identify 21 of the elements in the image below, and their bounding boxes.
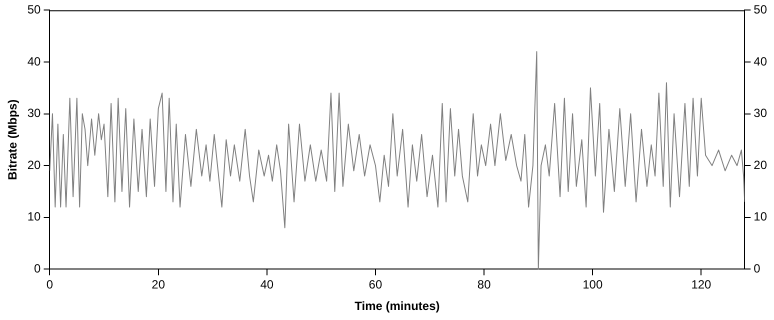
x-tick-label: 120 bbox=[691, 278, 712, 292]
x-tick-label: 80 bbox=[477, 278, 492, 292]
y2-tick-label: 40 bbox=[754, 54, 768, 68]
y-tick-label: 20 bbox=[27, 158, 42, 172]
y2-tick-label: 30 bbox=[754, 106, 768, 120]
x-tick-label: 20 bbox=[152, 278, 166, 292]
x-tick-label: 60 bbox=[368, 278, 382, 292]
x-tick-label: 40 bbox=[260, 278, 274, 292]
y-tick-label: 50 bbox=[27, 2, 42, 17]
y-tick-label: 30 bbox=[27, 106, 42, 120]
x-tick-label: 0 bbox=[46, 278, 54, 292]
y-tick-label: 40 bbox=[27, 54, 42, 68]
y2-tick-label: 50 bbox=[754, 2, 768, 17]
y2-tick-label: 10 bbox=[754, 210, 768, 224]
y2-tick-label: 0 bbox=[754, 262, 761, 276]
x-axis-title: Time (minutes) bbox=[354, 299, 440, 314]
y-tick-label: 0 bbox=[34, 262, 42, 276]
y2-tick-label: 20 bbox=[754, 158, 768, 172]
y-tick-label: 10 bbox=[27, 210, 42, 224]
x-tick-label: 100 bbox=[582, 278, 603, 292]
y-axis-title: Bitrate (Mbps) bbox=[6, 99, 20, 180]
